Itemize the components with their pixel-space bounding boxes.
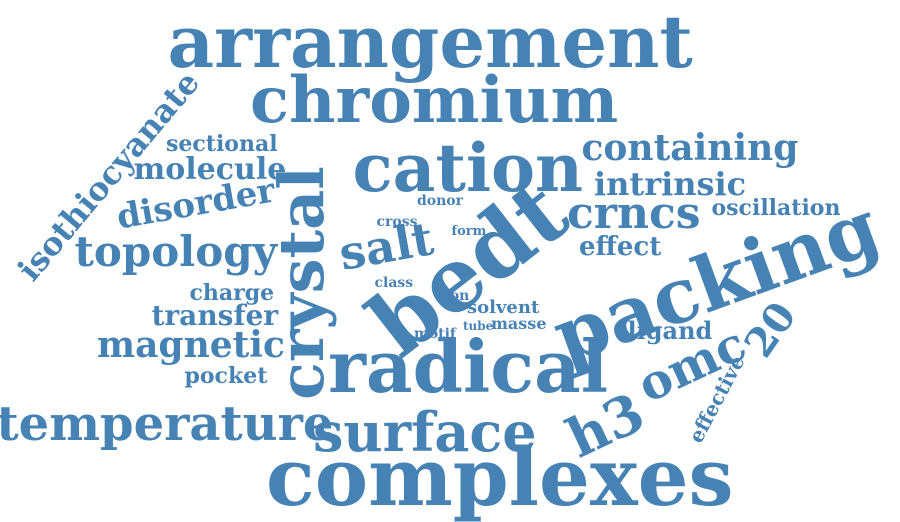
- word-sectional: sectional: [166, 131, 278, 157]
- word-containing: containing: [581, 127, 799, 169]
- word-arrangement: arrangement: [167, 0, 693, 84]
- word-chromium: chromium: [250, 63, 619, 138]
- word-motif: motif: [414, 326, 456, 342]
- word-charge: charge: [189, 280, 275, 306]
- word-magnetic: magnetic: [97, 324, 285, 366]
- word-temperature: temperature: [0, 396, 334, 452]
- word-intrinsic: intrinsic: [594, 165, 747, 203]
- word-tube: tube: [463, 319, 494, 333]
- word-topology: topology: [74, 227, 278, 276]
- word-crncs: crncs: [567, 188, 701, 239]
- word-effect: effect: [579, 232, 662, 262]
- word-donor: donor: [417, 193, 464, 209]
- word-cation: cation: [352, 129, 584, 207]
- word-surface: surface: [313, 400, 537, 464]
- word-oscillation: oscillation: [711, 195, 841, 221]
- word-complexes: complexes: [266, 430, 734, 522]
- word-transfer: transfer: [151, 299, 279, 332]
- word-ligand: ligand: [627, 316, 713, 345]
- word-molecule: molecule: [133, 152, 287, 187]
- word-solvent: solvent: [467, 297, 540, 318]
- word-cross: cross: [376, 214, 418, 230]
- word-class: class: [374, 275, 414, 291]
- word-masse: masse: [491, 314, 547, 333]
- word-form: form: [451, 223, 487, 239]
- word-radical: radical: [328, 324, 609, 409]
- word-ion: ion: [444, 288, 470, 304]
- word-pocket: pocket: [184, 363, 268, 389]
